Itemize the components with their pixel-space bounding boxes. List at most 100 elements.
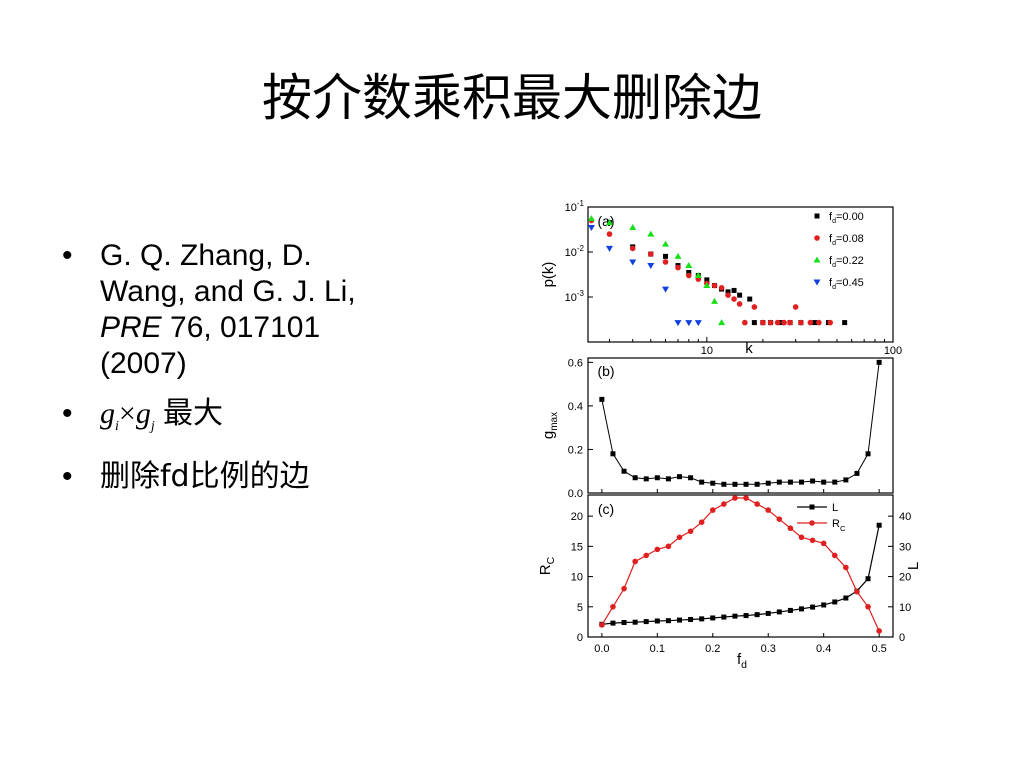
panel-c-x-label: fd	[737, 651, 747, 671]
panel-a-legend-text: fd=0.45	[829, 277, 864, 291]
panel-a-point	[606, 231, 613, 237]
panel-b-point	[599, 396, 605, 402]
reference-year: (2007)	[100, 347, 187, 380]
panel-b-point	[776, 479, 782, 485]
panel-c-point	[699, 616, 705, 622]
reference-authors-cont: Wang, and G. J. Li,	[100, 275, 356, 308]
panel-c-point	[721, 501, 727, 507]
panel-c-point	[676, 534, 683, 541]
panel-c-point	[876, 628, 882, 634]
reference-authors: G. Q. Zhang, D.	[100, 239, 312, 272]
panel-c-point	[643, 552, 650, 559]
panel-a-point	[629, 224, 637, 231]
panel-c-legend-text: L	[832, 502, 838, 514]
panel-a-y-tick-label: 10-1	[565, 199, 585, 214]
panel-a-y-tick-label: 10-3	[565, 289, 585, 304]
formula-text: 最大	[163, 396, 224, 431]
panel-c-point	[698, 519, 705, 525]
panel-a-point	[816, 319, 822, 326]
panel-c-point	[776, 516, 783, 522]
panel-b-point	[621, 468, 627, 474]
panel-b-point	[677, 474, 682, 480]
panel-b-series-line	[601, 362, 880, 485]
panel-c-point	[610, 620, 616, 626]
panel-b-point	[610, 451, 616, 457]
panel-c-point	[754, 501, 760, 507]
panel-a-point	[827, 319, 834, 326]
panel-a-point	[731, 287, 737, 293]
panel-a-point	[767, 319, 774, 326]
panel-a-point	[718, 285, 725, 291]
panel-c-point	[687, 528, 694, 535]
panel-a-point	[662, 286, 670, 293]
panel-c-y-right-tick-label: 40	[899, 511, 911, 523]
panel-a-point	[711, 282, 718, 289]
panel-a-legend-text: fd=0.22	[829, 255, 864, 269]
panel-a-point	[774, 319, 781, 326]
panel-b-point	[876, 359, 882, 365]
panel-a-point	[725, 289, 731, 295]
panel-b-point	[754, 481, 760, 487]
panel-c-point	[743, 495, 749, 501]
panel-c-point	[599, 622, 605, 628]
panel-c-label: (c)	[598, 501, 614, 517]
panel-b-y-tick-label: 0.4	[568, 401, 583, 413]
panel-a-point	[807, 319, 814, 326]
panel-c-point	[787, 607, 793, 613]
panel-b-point	[799, 479, 804, 485]
panel-a-point	[751, 304, 758, 310]
panel-c-y-right-tick-label: 30	[899, 541, 911, 553]
panel-c-point	[765, 507, 772, 513]
panel-b-point	[665, 476, 671, 482]
formula: gi×gj	[100, 397, 155, 434]
panel-a-point	[663, 253, 669, 259]
panel-a-point	[587, 215, 595, 222]
panel-c-point	[632, 619, 638, 625]
panel-a-x-tick-label: 10	[701, 345, 713, 357]
panel-c-y-tick-label: 20	[571, 511, 583, 523]
panel-a-point	[647, 230, 655, 237]
panel-a-point	[647, 251, 654, 257]
slide-title: 按介数乘积最大删除边	[262, 69, 762, 127]
panel-c-x-tick-label: 0.2	[705, 643, 720, 655]
panel-b-point	[765, 480, 771, 486]
panel-c-point	[865, 603, 871, 610]
panel-c-y-label: RC	[537, 556, 557, 575]
panel-a-legend-marker	[814, 235, 820, 241]
panel-c-legend-text: RC	[832, 518, 846, 533]
panel-b-point	[832, 479, 838, 485]
panel-a-point	[747, 296, 753, 302]
panel-a-point	[751, 320, 757, 326]
panel-b-y-label: gmax	[540, 412, 560, 439]
panel-c-y-right-tick-label: 10	[899, 602, 911, 614]
panel-a-frame	[587, 206, 894, 343]
panel-a-x-label: k	[745, 340, 753, 357]
panel-c-y-tick-label: 0	[577, 632, 583, 644]
panel-a-point	[737, 292, 743, 298]
panel-a-point	[842, 320, 848, 326]
panel-a-point	[725, 292, 731, 298]
panel-a-point	[704, 277, 710, 283]
reference-volume: 76, 017101	[161, 311, 321, 344]
panel-c-point	[810, 604, 816, 610]
panel-a-point	[587, 225, 595, 232]
panel-b-point	[810, 478, 816, 484]
panel-a-legend-marker	[813, 256, 821, 263]
panel-a-point	[662, 240, 670, 247]
panel-a-point	[703, 282, 711, 289]
panel-a-point	[674, 320, 682, 327]
panel-a-legend-marker	[813, 279, 821, 286]
panel-c-point	[743, 613, 749, 619]
figure-panels: 10 10010-110-210-3(a)kp(k)fd=0.00fd=0.08f…	[537, 199, 920, 671]
panel-b-point	[843, 477, 849, 483]
panel-c-point	[710, 615, 716, 621]
panel-a-y-tick-label: 10-2	[565, 244, 585, 259]
panel-c-point	[831, 552, 838, 559]
panel-a-point	[781, 319, 787, 326]
panel-c-y-right-label: L	[905, 562, 920, 570]
panel-a-point	[685, 320, 693, 327]
panel-a-point	[675, 264, 681, 271]
panel-c-y-tick-label: 10	[571, 572, 583, 584]
panel-c-point	[798, 534, 805, 541]
panel-c-point	[754, 612, 760, 618]
